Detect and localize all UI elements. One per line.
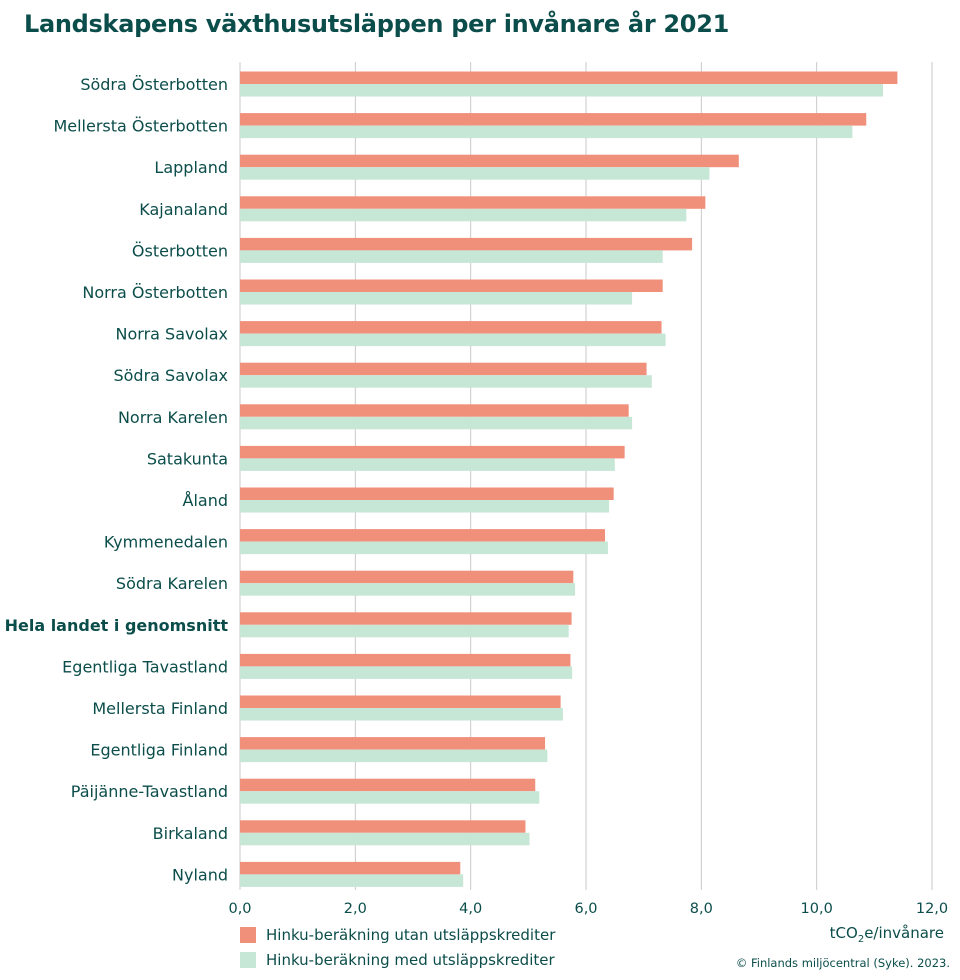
bar-without-credits	[240, 196, 706, 209]
x-tick-label: 0,0	[228, 901, 251, 917]
category-label: Satakunta	[147, 449, 228, 468]
bar-without-credits	[240, 861, 461, 875]
category-label: Egentliga Finland	[90, 741, 228, 760]
bar-without-credits	[240, 653, 571, 667]
bar-without-credits	[240, 321, 662, 334]
legend-item-without-credits: Hinku-beräkning utan utsläppskrediter	[240, 926, 555, 944]
bar-without-credits	[240, 154, 739, 168]
category-label: Österbotten	[132, 241, 228, 260]
category-label: Mellersta Finland	[92, 699, 228, 718]
x-axis-unit-label: tCO2e/invånare	[830, 924, 944, 945]
category-label: Birkaland	[153, 824, 228, 843]
category-label: Norra Österbotten	[82, 283, 228, 302]
bar-without-credits	[240, 820, 526, 833]
bar-with-credits	[240, 250, 663, 263]
bar-without-credits	[240, 237, 693, 251]
bar-without-credits	[240, 695, 561, 708]
bar-with-credits	[240, 84, 883, 97]
legend-item-with-credits: Hinku-beräkning med utsläppskrediter	[240, 951, 555, 969]
category-label: Södra Karelen	[116, 574, 228, 593]
bar-with-credits	[240, 583, 576, 596]
category-label: Norra Karelen	[118, 408, 228, 427]
bar-without-credits	[240, 778, 536, 792]
legend-swatch-with-credits	[240, 952, 256, 968]
bar-without-credits	[240, 362, 647, 376]
x-tick-label: 2,0	[344, 901, 367, 917]
category-label: Kymmenedalen	[104, 533, 228, 552]
bar-without-credits	[240, 279, 663, 292]
category-label: Nyland	[172, 865, 228, 884]
category-label: Åland	[183, 491, 229, 510]
x-axis-unit-subscript: 2	[857, 934, 865, 945]
chart-title: Landskapens växthusutsläppen per invånar…	[24, 10, 730, 38]
category-label: Norra Savolax	[116, 325, 228, 344]
x-tick-label: 12,0	[916, 901, 948, 917]
bar-with-credits	[240, 708, 563, 721]
category-label: Södra Österbotten	[80, 75, 228, 94]
category-label: Mellersta Österbotten	[53, 117, 228, 136]
bar-without-credits	[240, 612, 572, 625]
legend-label-without-credits: Hinku-beräkning utan utsläppskrediter	[266, 926, 556, 944]
bar-with-credits	[240, 749, 548, 763]
bar-with-credits	[240, 333, 666, 347]
bar-with-credits	[240, 624, 569, 638]
bar-with-credits	[240, 874, 464, 887]
x-tick-label: 4,0	[459, 901, 482, 917]
bar-without-credits	[240, 71, 898, 84]
bar-with-credits	[240, 416, 633, 430]
legend-label-with-credits: Hinku-beräkning med utsläppskrediter	[266, 951, 555, 969]
category-label: Lappland	[154, 158, 228, 177]
bar-without-credits	[240, 113, 867, 126]
bar-with-credits	[240, 541, 608, 555]
legend-swatch-without-credits	[240, 927, 256, 943]
category-label: Kajanaland	[139, 200, 228, 219]
bar-without-credits	[240, 737, 546, 750]
x-tick-label: 8,0	[690, 901, 713, 917]
category-label: Päijänne-Tavastland	[71, 782, 228, 801]
bar-with-credits	[240, 375, 652, 388]
category-label: Södra Savolax	[113, 366, 228, 385]
x-tick-label: 10,0	[801, 901, 833, 917]
bar-without-credits	[240, 487, 614, 500]
x-axis-unit-suffix: e/invånare	[864, 924, 944, 942]
bar-with-credits	[240, 167, 710, 180]
x-tick-label: 6,0	[574, 901, 597, 917]
bar-with-credits	[240, 500, 610, 513]
bar-with-credits	[240, 208, 687, 222]
bar-with-credits	[240, 292, 633, 305]
bar-with-credits	[240, 791, 540, 804]
bar-with-credits	[240, 666, 573, 679]
bar-without-credits	[240, 570, 574, 584]
bar-without-credits	[240, 445, 625, 459]
bar-with-credits	[240, 125, 853, 139]
x-axis-unit-prefix: tCO	[829, 924, 858, 942]
category-label: Egentliga Tavastland	[62, 657, 228, 676]
category-label: Hela landet i genomsnitt	[5, 616, 229, 635]
source-credit: © Finlands miljöcentral (Syke). 2023.	[735, 956, 950, 970]
bar-with-credits	[240, 832, 530, 846]
bar-without-credits	[240, 404, 629, 417]
bar-without-credits	[240, 529, 606, 542]
bar-with-credits	[240, 458, 615, 471]
